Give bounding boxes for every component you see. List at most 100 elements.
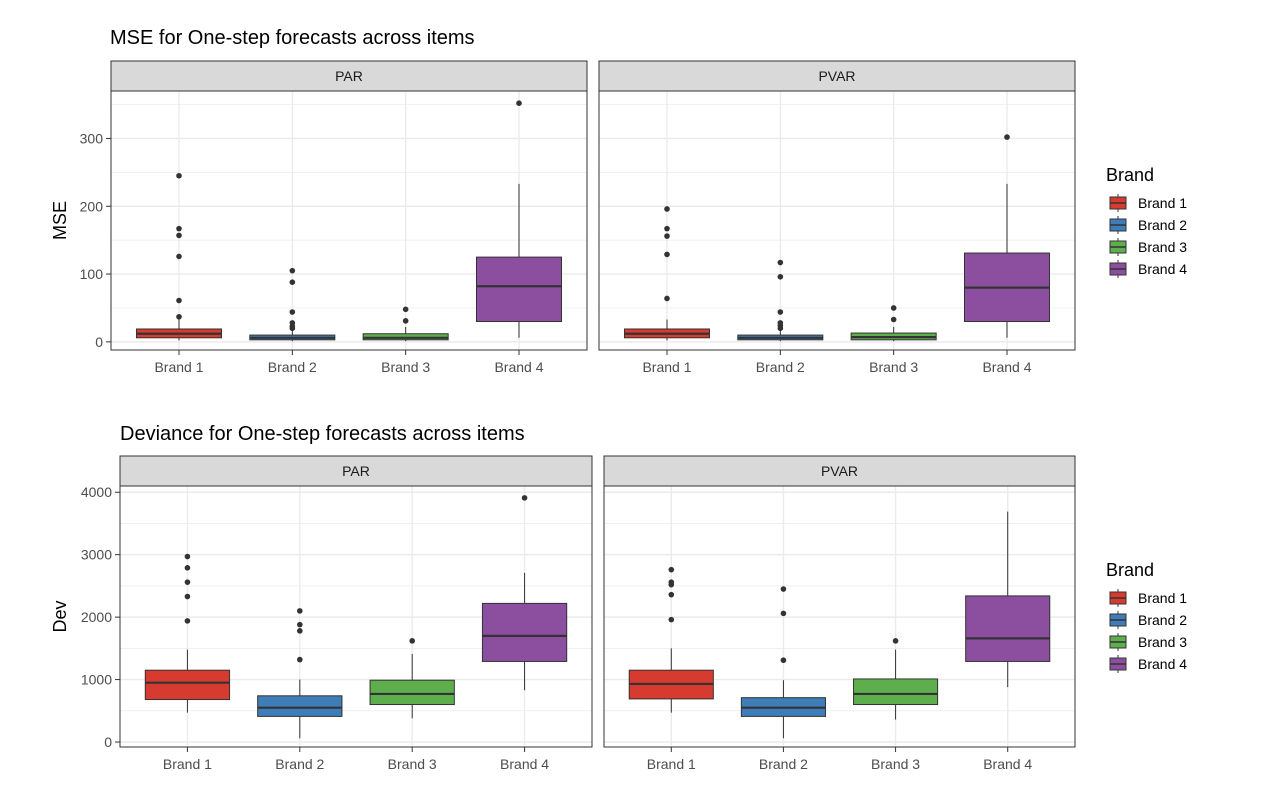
outlier-point xyxy=(777,273,784,280)
outlier-point xyxy=(664,225,670,232)
mse-y-axis-label: MSE xyxy=(50,201,70,240)
legend-label: Brand 2 xyxy=(1138,217,1187,233)
outlier-point xyxy=(297,656,303,663)
box xyxy=(853,678,939,706)
x-tick-label: Brand 1 xyxy=(154,359,203,375)
dev-legend: Brand Brand 1 Brand 2 Brand 3 Brand 4 xyxy=(1106,560,1187,673)
x-tick-label: Brand 3 xyxy=(869,359,918,375)
legend-key-brand-3 xyxy=(1109,238,1127,256)
boxplot-brand-3 xyxy=(853,638,939,720)
panel-par: PAR Brand 1 Brand 2 Brand 3 Brand 4 xyxy=(110,60,588,375)
y-tick-label: 1000 xyxy=(81,672,112,688)
outlier-point xyxy=(184,618,191,624)
outlier-point xyxy=(521,495,528,501)
x-tick-label: Brand 1 xyxy=(642,359,691,375)
boxplot-brand-1 xyxy=(144,553,231,713)
box xyxy=(965,595,1051,662)
outlier-point xyxy=(777,309,784,315)
legend-key-brand-4 xyxy=(1109,260,1127,278)
panel-border xyxy=(110,90,588,351)
panel-border xyxy=(598,90,1076,351)
x-tick-label: Brand 2 xyxy=(756,359,805,375)
dev-y-axis-label: Dev xyxy=(50,600,70,632)
outlier-point xyxy=(176,297,182,304)
panel-border xyxy=(119,485,593,748)
outlier-point xyxy=(664,295,670,302)
outlier-point xyxy=(409,638,415,644)
outlier-point xyxy=(890,305,897,311)
legend-label: Brand 4 xyxy=(1138,261,1187,277)
legend-title: Brand xyxy=(1106,165,1154,185)
outlier-point xyxy=(184,564,191,571)
y-tick-label: 300 xyxy=(80,130,104,146)
x-tick-label: Brand 4 xyxy=(982,359,1031,375)
legend-key-brand-2 xyxy=(1109,611,1127,629)
x-tick-label: Brand 3 xyxy=(388,756,437,772)
x-tick-label: Brand 1 xyxy=(647,756,696,772)
outlier-point xyxy=(668,579,675,585)
outlier-point xyxy=(297,608,303,614)
outlier-point xyxy=(184,553,191,560)
outlier-point xyxy=(297,621,303,628)
x-tick-label: Brand 2 xyxy=(268,359,317,375)
facet-label: PAR xyxy=(342,463,370,479)
box xyxy=(144,669,231,701)
boxplot-brand-1 xyxy=(136,172,222,341)
facet-strip xyxy=(603,455,1076,487)
facet-label: PVAR xyxy=(821,463,858,479)
panel-pvar: PVAR Brand 1 Brand 2 Brand 3 Brand 4 xyxy=(598,60,1076,375)
x-tick-label: Brand 3 xyxy=(381,359,430,375)
x-tick-label: Brand 4 xyxy=(500,756,549,772)
outlier-point xyxy=(289,267,296,274)
boxplot-brand-2 xyxy=(249,267,336,342)
legend-label: Brand 2 xyxy=(1138,612,1187,628)
facet-strip xyxy=(119,455,593,487)
outlier-point xyxy=(892,638,899,644)
legend-label: Brand 4 xyxy=(1138,656,1187,672)
outlier-point xyxy=(780,610,787,617)
legend-label: Brand 3 xyxy=(1138,634,1187,650)
outlier-point xyxy=(289,279,296,285)
dev-chart-title: Deviance for One-step forecasts across i… xyxy=(120,423,525,445)
y-tick-label: 100 xyxy=(80,266,104,282)
outlier-point xyxy=(184,593,191,600)
outlier-point xyxy=(668,566,675,573)
legend-key-brand-2 xyxy=(1109,216,1127,234)
panel-par: PAR Brand 1 Brand 2 Brand 3 Brand 4 xyxy=(119,455,593,772)
facet-label: PVAR xyxy=(818,68,855,84)
boxplot-brand-4 xyxy=(965,511,1051,688)
outlier-point xyxy=(777,320,784,326)
facet-label: PAR xyxy=(335,68,363,84)
outlier-point xyxy=(402,318,409,324)
outlier-point xyxy=(176,232,182,239)
outlier-point xyxy=(176,313,182,320)
boxplot-brand-2 xyxy=(257,608,343,739)
outlier-point xyxy=(664,233,670,239)
outlier-point xyxy=(176,172,182,179)
boxplot-brand-3 xyxy=(369,638,455,719)
outlier-point xyxy=(780,586,787,592)
outlier-point xyxy=(516,100,522,107)
outlier-point xyxy=(289,320,296,326)
boxplot-brand-4 xyxy=(476,100,562,338)
outlier-point xyxy=(664,251,670,258)
outlier-point xyxy=(289,309,296,315)
x-tick-label: Brand 4 xyxy=(494,359,543,375)
legend-key-brand-4 xyxy=(1109,655,1127,673)
y-tick-label: 0 xyxy=(104,734,112,750)
box xyxy=(476,256,562,323)
y-tick-label: 4000 xyxy=(81,484,112,500)
outlier-point xyxy=(664,206,670,212)
facet-strip xyxy=(110,60,588,92)
legend-key-brand-1 xyxy=(1109,194,1127,212)
outlier-point xyxy=(1004,134,1010,140)
outlier-point xyxy=(780,657,787,664)
legend-label: Brand 1 xyxy=(1138,195,1187,211)
x-tick-label: Brand 2 xyxy=(759,756,808,772)
legend-title: Brand xyxy=(1106,560,1154,580)
boxplot-brand-3 xyxy=(850,305,937,342)
y-tick-label: 2000 xyxy=(81,609,112,625)
outlier-point xyxy=(890,316,897,323)
x-tick-label: Brand 3 xyxy=(871,756,920,772)
